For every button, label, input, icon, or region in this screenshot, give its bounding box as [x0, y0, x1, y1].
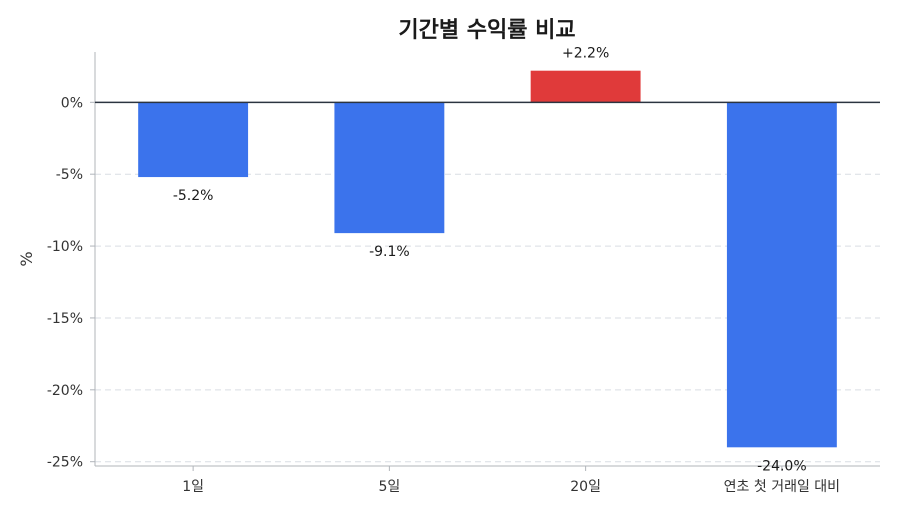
axes	[94, 52, 880, 467]
y-tick-label: -10%	[47, 239, 83, 255]
bar	[530, 70, 641, 103]
data-label: -9.1%	[369, 244, 410, 260]
bar	[726, 102, 837, 448]
y-tick-label: 0%	[61, 95, 83, 111]
y-tick-label: -5%	[56, 167, 83, 183]
bar	[138, 102, 249, 178]
chart-title: 기간별 수익률 비교	[398, 18, 575, 43]
y-axis-label: %	[17, 251, 36, 266]
y-tick-label: -20%	[47, 383, 83, 399]
x-tick-labels: 1일 5일 20일 연초 첫 거래일 대비	[182, 466, 840, 495]
x-tick-label: 5일	[378, 479, 400, 495]
data-label: +2.2%	[562, 46, 609, 62]
y-tick-label: -25%	[47, 455, 83, 471]
x-tick-label: 1일	[182, 479, 204, 495]
data-label: -24.0%	[757, 458, 807, 474]
y-tick-labels: 0% -5% -10% -15% -20% -25%	[47, 95, 95, 471]
bars	[138, 70, 837, 448]
bar	[334, 102, 445, 234]
x-tick-label: 연초 첫 거래일 대비	[724, 479, 840, 495]
data-labels: -5.2% -9.1% +2.2% -24.0%	[173, 46, 807, 475]
data-label: -5.2%	[173, 188, 214, 204]
x-tick-label: 20일	[570, 479, 601, 495]
y-tick-label: -15%	[47, 311, 83, 327]
